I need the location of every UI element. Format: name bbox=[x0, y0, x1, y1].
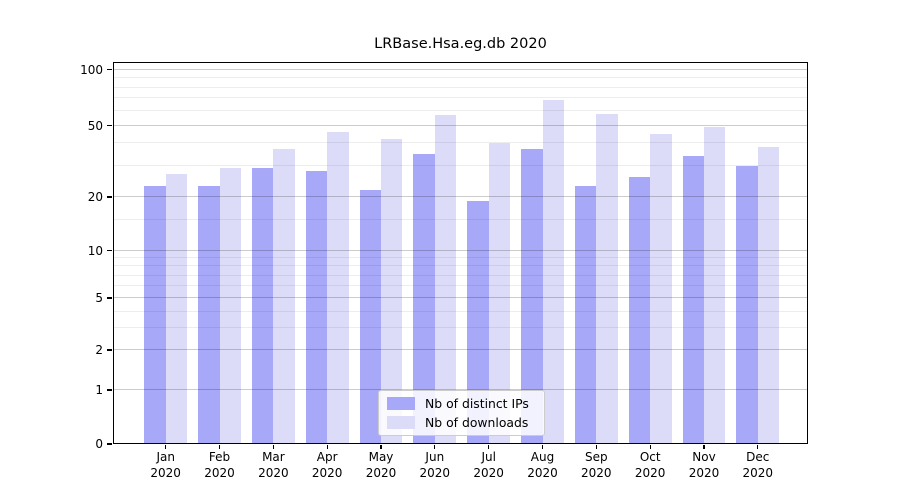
y-axis-tick-label: 5 bbox=[95, 291, 103, 305]
x-axis-tick bbox=[595, 444, 597, 449]
legend-item: Nb of downloads bbox=[387, 415, 544, 431]
x-axis-month-label: Feb 2020 bbox=[204, 450, 235, 480]
gridline-major bbox=[113, 389, 808, 390]
bar-downloads bbox=[704, 127, 726, 444]
bar-downloads bbox=[488, 143, 511, 444]
y-axis-tick bbox=[107, 68, 112, 71]
bar-distinct-ips bbox=[521, 149, 543, 444]
gridline-major bbox=[113, 196, 808, 197]
x-axis-tick bbox=[541, 444, 544, 449]
y-axis-tick-label: 2 bbox=[95, 343, 103, 357]
gridline-minor bbox=[113, 164, 808, 166]
bar-downloads bbox=[327, 132, 349, 444]
y-axis-tick-label: 0 bbox=[95, 437, 103, 451]
bar-downloads bbox=[596, 113, 618, 444]
x-axis-tick bbox=[703, 444, 705, 449]
bar-distinct-ips bbox=[305, 171, 328, 444]
legend-swatch-downloads bbox=[387, 416, 415, 429]
x-axis-tick bbox=[272, 444, 275, 449]
x-axis-tick bbox=[488, 444, 490, 449]
bar-downloads bbox=[165, 173, 188, 444]
bar-distinct-ips bbox=[628, 176, 651, 444]
y-axis-tick-label: 10 bbox=[87, 243, 103, 258]
bar-distinct-ips bbox=[359, 189, 381, 444]
legend-swatch-distinct-ips bbox=[387, 397, 415, 410]
bar-downloads bbox=[219, 168, 241, 444]
bar-downloads bbox=[542, 99, 564, 444]
gridline-major bbox=[113, 349, 808, 350]
gridline-minor bbox=[113, 142, 808, 144]
x-axis-month-label: Oct 2020 bbox=[634, 450, 666, 480]
y-axis-tick bbox=[107, 349, 112, 351]
gridline-major bbox=[113, 297, 808, 298]
gridline-minor bbox=[113, 109, 808, 111]
legend-item: Nb of distinct IPs bbox=[387, 396, 544, 412]
x-axis-month-label: Sep 2020 bbox=[581, 450, 612, 480]
gridline-major bbox=[113, 249, 808, 251]
gridline-minor bbox=[113, 257, 808, 258]
y-axis-tick bbox=[107, 297, 112, 299]
gridline-minor bbox=[113, 97, 808, 99]
x-axis-month-label: Jun 2020 bbox=[419, 450, 451, 480]
plot-area bbox=[113, 62, 808, 444]
x-axis-month-label: Nov 2020 bbox=[688, 450, 720, 480]
gridline-minor bbox=[113, 284, 808, 286]
gridline-minor bbox=[113, 86, 808, 88]
x-axis-month-label: Dec 2020 bbox=[742, 450, 774, 480]
y-axis-tick-label: 1 bbox=[95, 383, 103, 397]
gridline-minor bbox=[113, 274, 808, 276]
gridline-major bbox=[113, 68, 808, 70]
bar-distinct-ips bbox=[198, 186, 220, 444]
gridline-minor bbox=[113, 77, 808, 78]
x-axis-month-label: May 2020 bbox=[365, 450, 397, 480]
x-axis-month-label: Jul 2020 bbox=[473, 450, 504, 480]
x-axis-tick bbox=[218, 444, 221, 449]
bar-distinct-ips bbox=[467, 201, 489, 444]
bar-distinct-ips bbox=[736, 165, 758, 444]
x-axis-tick bbox=[649, 444, 651, 449]
y-axis-tick bbox=[107, 249, 112, 252]
y-axis-tick bbox=[107, 124, 112, 127]
y-axis-tick-label: 50 bbox=[87, 118, 103, 133]
legend-box: Nb of distinct IPs Nb of downloads bbox=[378, 390, 545, 436]
gridline-minor bbox=[113, 310, 808, 312]
x-axis-tick bbox=[165, 444, 167, 449]
bar-downloads bbox=[273, 149, 295, 444]
x-axis-month-label: Mar 2020 bbox=[258, 450, 289, 480]
gridline-major bbox=[113, 124, 808, 126]
x-axis-tick bbox=[380, 444, 382, 449]
bar-downloads bbox=[757, 147, 780, 444]
gridline-minor bbox=[113, 218, 808, 220]
gridline-minor bbox=[113, 327, 808, 329]
x-axis-tick bbox=[326, 444, 328, 449]
x-axis-month-label: Apr 2020 bbox=[311, 450, 343, 480]
x-axis-tick bbox=[757, 444, 759, 449]
y-axis-tick-label: 100 bbox=[80, 62, 103, 77]
gridline-minor bbox=[113, 265, 808, 267]
bar-downloads bbox=[434, 115, 457, 444]
legend-label: Nb of downloads bbox=[425, 415, 529, 430]
x-axis-month-label: Aug 2020 bbox=[527, 450, 558, 480]
legend-label: Nb of distinct IPs bbox=[425, 396, 529, 411]
bar-distinct-ips bbox=[144, 186, 166, 444]
y-axis-tick bbox=[107, 196, 112, 198]
bar-downloads bbox=[381, 139, 403, 444]
y-axis-tick-label: 20 bbox=[87, 190, 103, 204]
bar-distinct-ips bbox=[682, 155, 704, 444]
chart-title: LRBase.Hsa.eg.db 2020 bbox=[374, 36, 547, 52]
y-axis-tick bbox=[107, 389, 112, 391]
x-axis-month-label: Jan 2020 bbox=[150, 450, 181, 480]
y-axis-tick bbox=[107, 443, 112, 445]
bar-distinct-ips bbox=[251, 168, 274, 444]
bar-downloads bbox=[650, 133, 672, 444]
x-axis-tick bbox=[434, 444, 436, 449]
bar-distinct-ips bbox=[574, 186, 597, 444]
bar-distinct-ips bbox=[413, 153, 435, 444]
